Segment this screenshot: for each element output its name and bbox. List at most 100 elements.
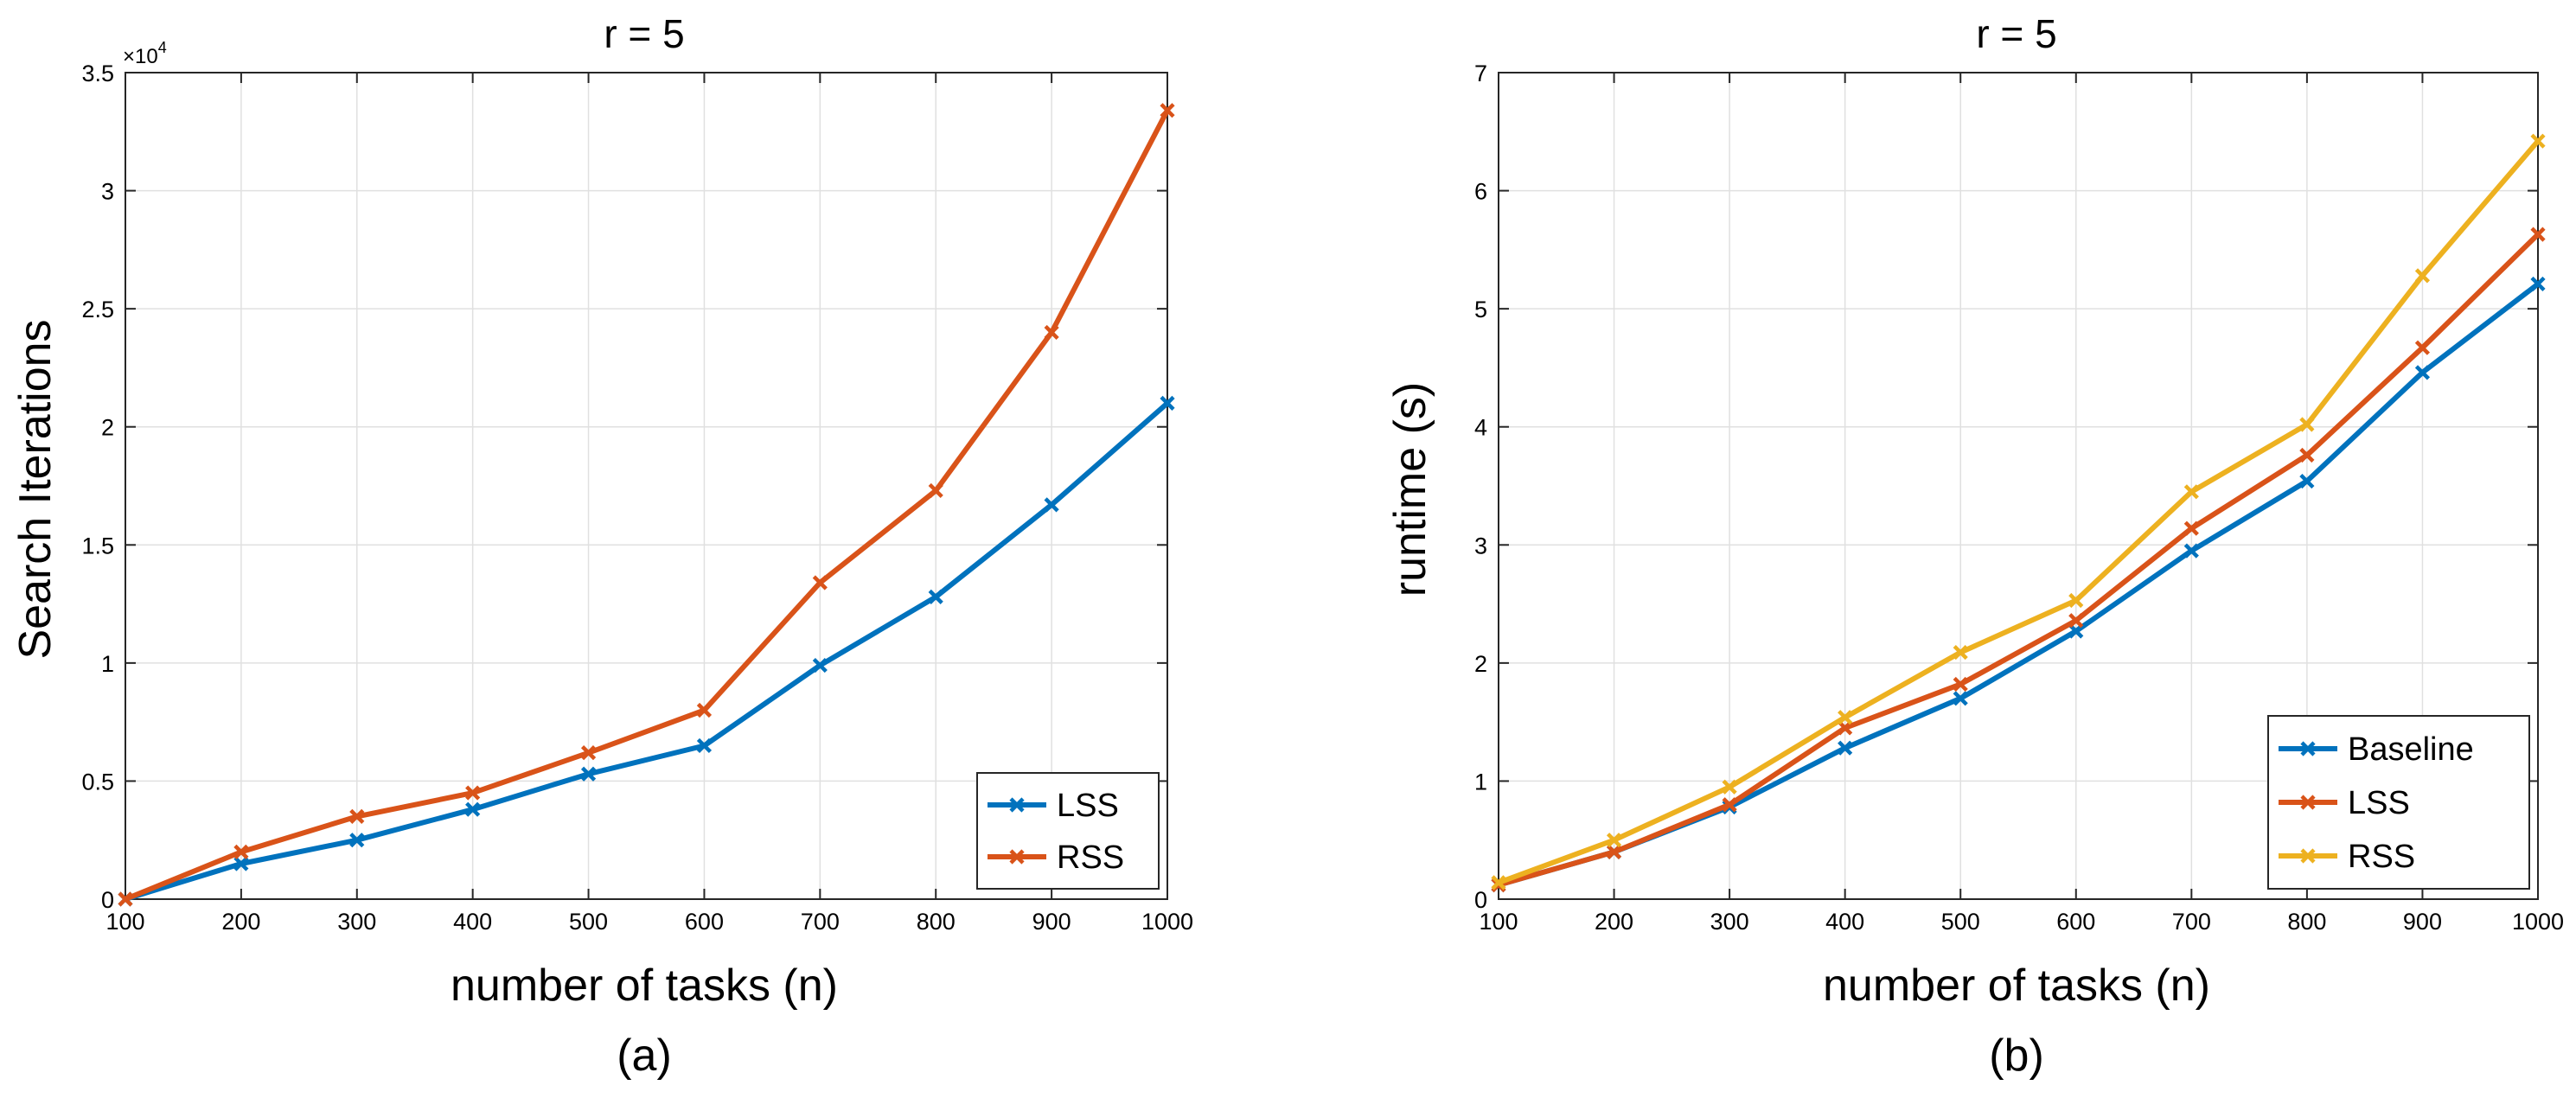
chart-a-series-rss-point [118,891,133,907]
chart-b-title: r = 5 [1976,11,2056,56]
chart-b-ytick-label: 0 [1474,887,1487,913]
chart-a-series-lss-point [580,766,597,782]
chart-a-series-rss-point [1044,324,1059,341]
chart-b-series-lss-point [1953,676,1968,693]
chart-b-xtick-label: 400 [1825,909,1864,935]
chart-b-ytick-label: 5 [1474,297,1487,322]
chart-a-xtick-label: 800 [917,909,956,935]
chart-b-xtick-label: 900 [2403,909,2442,935]
chart-b-ytick-label: 7 [1474,61,1487,86]
chart-b-series-rss-point [1722,779,1737,795]
chart-a-series-lss-line [123,400,1170,902]
chart-a-series-lss-point [465,801,481,817]
chart-b-xtick-label: 300 [1710,909,1749,935]
chart-a-plot: 100 200 300 400 500 600 700 800 900 1000 0 0.5 1 1.5 2… [81,61,1193,935]
chart-a-xtick-label: 400 [453,909,492,935]
chart-a-series-lss-point [696,737,713,754]
chart-a-ytick-label: 1 [101,651,114,677]
chart-b-series-lss-point [1722,797,1737,813]
chart-a-xtick-label: 500 [569,909,608,935]
chart-b-axes-box [1498,72,2539,900]
chart-b-legend-marker [2300,741,2316,756]
chart-b-xtick-label: 200 [1595,909,1633,935]
chart-a-series-lss-point [233,856,249,871]
chart-a-xtick-label: 900 [1032,909,1071,935]
chart-a-series-rss-point [233,844,249,859]
chart-a-series-lss-point [812,657,828,673]
chart-b-series-lss-point [2068,613,2084,629]
chart-a-series-rss-line [123,107,1170,902]
chart-b-series-lss-point [2299,447,2315,463]
chart-a-xtick-label: 300 [337,909,376,935]
chart-b-ylabel: runtime (s) [1385,382,1435,597]
chart-a-subcaption: (a) [617,1031,672,1081]
chart-b-series-rss-point [2299,417,2315,432]
chart-a-xtick-label: 100 [105,909,144,935]
chart-a-ytick-label: 0 [101,887,114,913]
chart-b-ytick-label: 4 [1474,415,1487,441]
chart-a-xtick-label: 700 [801,909,840,935]
chart-a-xtick-label: 1000 [1141,909,1193,935]
chart-b-legend-marker [2300,848,2316,864]
chart-b-series-baseline-point [2414,365,2431,380]
chart-b-xtick-label: 700 [2172,909,2211,935]
chart-b-ytick-label: 1 [1474,769,1487,795]
chart-a-legend-label: LSS [1057,788,1119,824]
chart-b-series-rss-point [1953,644,1968,661]
chart-b-series-lss-point [1606,844,1622,859]
chart-a-series-rss-point [928,482,943,499]
chart-b-series-rss-point [2068,592,2084,609]
chart-b-series-baseline-point [2299,473,2315,489]
chart-b-series-rss-point [2183,484,2199,500]
chart-b-legend-marker [2300,795,2316,810]
chart-b-series-baseline-point [2530,276,2546,292]
chart-b-legend: Baseline LSS RSS [2267,715,2530,890]
chart-b-ytick-label: 6 [1474,179,1487,205]
chart-b-series-baseline-point [1838,740,1853,756]
chart-a-ytick-label: 3.5 [81,61,114,86]
chart-b-series-lss-point [2414,340,2431,355]
chart-b-ytick-label: 2 [1474,651,1487,677]
chart-b-legend-label: RSS [2348,839,2415,875]
chart-b-ytick-label: 3 [1474,533,1487,559]
chart-a-legend-label: RSS [1057,839,1124,876]
chart-b-plot: 100 200 300 400 500 600 700 800 900 1000 0 1 2 3 4 5 6 7 B… [1474,61,2564,935]
chart-b-xlabel: number of tasks (n) [1823,961,2210,1011]
chart-a-legend: LSS RSS [976,772,1160,890]
chart-a-legend-marker [1009,797,1025,813]
chart-a-series-lss-point [349,833,365,848]
panel-a: r = 5 number of tasks (n) Search Iterati… [10,11,838,1081]
chart-a-axes-box [125,72,1168,900]
chart-a-series-lss-point [1160,395,1175,411]
chart-a-ytick-label: 0.5 [81,769,114,795]
panel-b: r = 5 number of tasks (n) runtime (s) (b… [1385,11,2210,1081]
chart-a-series-lss-point [1044,497,1059,513]
chart-a-ytick-label: 1.5 [81,533,114,559]
chart-b-series-rss-line [1496,138,2541,885]
chart-a-y-exponent-base: ×10 [123,45,158,68]
chart-a-xtick-label: 600 [685,909,724,935]
chart-a-series-lss-point [928,589,943,604]
chart-b-series-rss-point [2414,268,2431,284]
chart-a-y-exponent-power: 4 [158,39,167,56]
chart-b-series-rss-point [1606,833,1622,848]
chart-a-series-rss-point [580,745,597,761]
chart-b-series-lss-point [2530,227,2546,242]
chart-b-series-baseline-point [1953,691,1968,706]
chart-b-legend-label: LSS [2348,785,2410,821]
chart-a-series-rss-point [465,785,481,801]
chart-b-xtick-label: 800 [2287,909,2326,935]
chart-b-series-lss-point [2183,520,2199,536]
chart-a-legend-box [976,772,1160,890]
chart-a-title: r = 5 [604,11,684,56]
chart-a-series-rss-point [1160,103,1175,118]
chart-a-legend-marker [1009,849,1025,865]
chart-a-ylabel: Search Iterations [10,319,61,659]
chart-b-subcaption: (b) [1989,1031,2044,1081]
chart-a-ytick-label: 3 [101,179,114,205]
chart-a-xtick-label: 200 [221,909,260,935]
chart-b-xtick-label: 600 [2056,909,2095,935]
chart-b-series-rss-point [2530,133,2546,149]
chart-a-ytick-label: 2.5 [81,297,114,322]
